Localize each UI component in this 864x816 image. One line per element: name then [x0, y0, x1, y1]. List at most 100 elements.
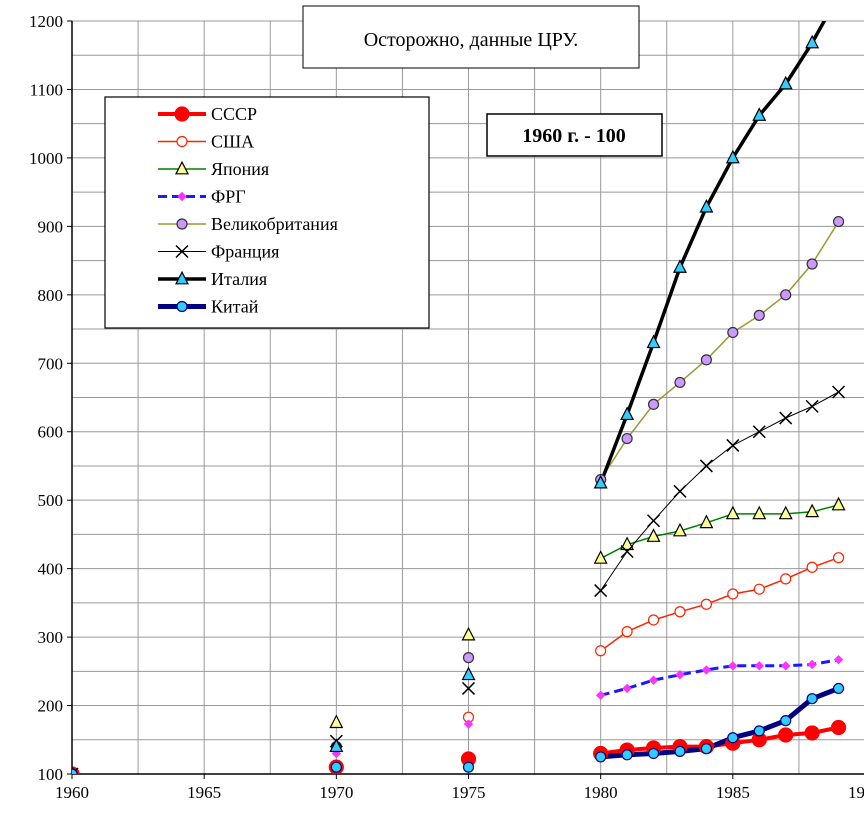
data-point [330, 761, 342, 773]
legend-marker [175, 270, 189, 285]
series-8-points [72, 682, 845, 774]
data-point [832, 385, 846, 399]
data-point [461, 626, 476, 641]
data-point [779, 411, 793, 425]
data-point [780, 661, 791, 671]
legend-marker [176, 300, 188, 313]
data-point [621, 626, 633, 638]
x-tick-label: 1985 [716, 783, 750, 802]
legend-label: Великобритания [211, 214, 338, 234]
series-line [600, 658, 839, 697]
data-point [461, 681, 476, 695]
series-line [600, 391, 839, 591]
legend-item: Италия [158, 269, 267, 289]
legend-box [104, 96, 430, 329]
data-point [727, 326, 739, 339]
series-line [600, 221, 840, 481]
data-point [595, 690, 606, 700]
series-line [599, 21, 827, 484]
data-point [329, 738, 344, 753]
base-label-text: 1960 г. - 100 [522, 125, 626, 147]
y-tick-label: 1000 [29, 149, 63, 168]
data-point [780, 289, 792, 301]
series-5 [600, 221, 840, 481]
note-text: Осторожно, данные ЦРУ. [364, 29, 579, 51]
legend-item: США [158, 132, 254, 152]
data-point [700, 743, 713, 755]
x-tick-label: 1960 [55, 783, 89, 802]
data-point [647, 614, 660, 626]
data-point [727, 732, 739, 744]
series-line [600, 556, 839, 652]
series-layer [72, 21, 847, 774]
data-point [780, 715, 792, 727]
legend-label: Франция [211, 242, 279, 262]
y-tick-label: 300 [38, 628, 64, 647]
data-point [806, 693, 818, 705]
data-point [752, 505, 767, 520]
data-point [621, 749, 633, 761]
x-tick-label: 1970 [319, 783, 353, 802]
legend-item: Япония [158, 159, 269, 179]
note-box: Осторожно, данные ЦРУ. [302, 5, 640, 69]
series-3 [600, 504, 839, 560]
base-label-box: 1960 г. - 100 [486, 113, 663, 157]
legend-marker [176, 135, 188, 148]
data-point [778, 505, 793, 520]
data-point [780, 573, 792, 585]
legend-marker [175, 160, 189, 175]
data-point [673, 484, 687, 498]
data-point [462, 761, 475, 773]
data-point [699, 459, 713, 473]
data-point [833, 654, 844, 665]
data-point [674, 745, 686, 758]
series-7 [599, 21, 827, 484]
series-6-points [72, 385, 846, 774]
data-point [594, 584, 608, 598]
legend-label: Италия [211, 269, 267, 289]
y-tick-label: 700 [38, 354, 64, 373]
series-2 [600, 556, 839, 652]
data-point [620, 536, 635, 551]
data-point [461, 666, 476, 681]
data-point [725, 149, 740, 164]
data-point [832, 682, 845, 695]
y-tick-label: 600 [38, 423, 64, 442]
data-point [753, 725, 765, 737]
series-6 [600, 391, 839, 591]
data-point [622, 683, 632, 694]
data-point [647, 747, 660, 760]
y-tick-label: 500 [38, 491, 64, 510]
data-point [647, 514, 661, 528]
y-tick-label: 800 [38, 286, 64, 305]
legend-item: Китай [158, 297, 259, 317]
legend-marker [177, 191, 187, 202]
data-point [806, 258, 818, 270]
legend: СССР США Япония ФРГ Великобритания Франция Ита… [104, 96, 430, 329]
legend-item: ФРГ [158, 187, 246, 207]
data-point [805, 503, 820, 518]
data-point [595, 645, 607, 657]
legend-marker [174, 106, 190, 122]
data-point [778, 75, 793, 90]
data-point [700, 354, 713, 366]
x-tick-label: 1975 [452, 783, 486, 802]
data-point [672, 259, 687, 273]
data-point [727, 588, 739, 600]
data-point [72, 768, 78, 774]
legend-item: Франция [158, 242, 279, 262]
data-point [621, 432, 633, 445]
data-point [462, 652, 475, 664]
axes: 100 200 300 400 500 600 700 800 900 1000 1100 1200 1… [29, 12, 864, 802]
legend-label: Япония [211, 159, 269, 179]
legend-label: США [211, 132, 254, 152]
series-8 [600, 686, 840, 760]
data-point [699, 198, 714, 213]
data-point [620, 544, 634, 559]
data-point [806, 561, 818, 573]
data-point [648, 675, 659, 685]
data-point [807, 659, 817, 670]
legend-label: Китай [211, 297, 259, 317]
legend-marker [176, 218, 188, 230]
data-point [620, 406, 635, 421]
